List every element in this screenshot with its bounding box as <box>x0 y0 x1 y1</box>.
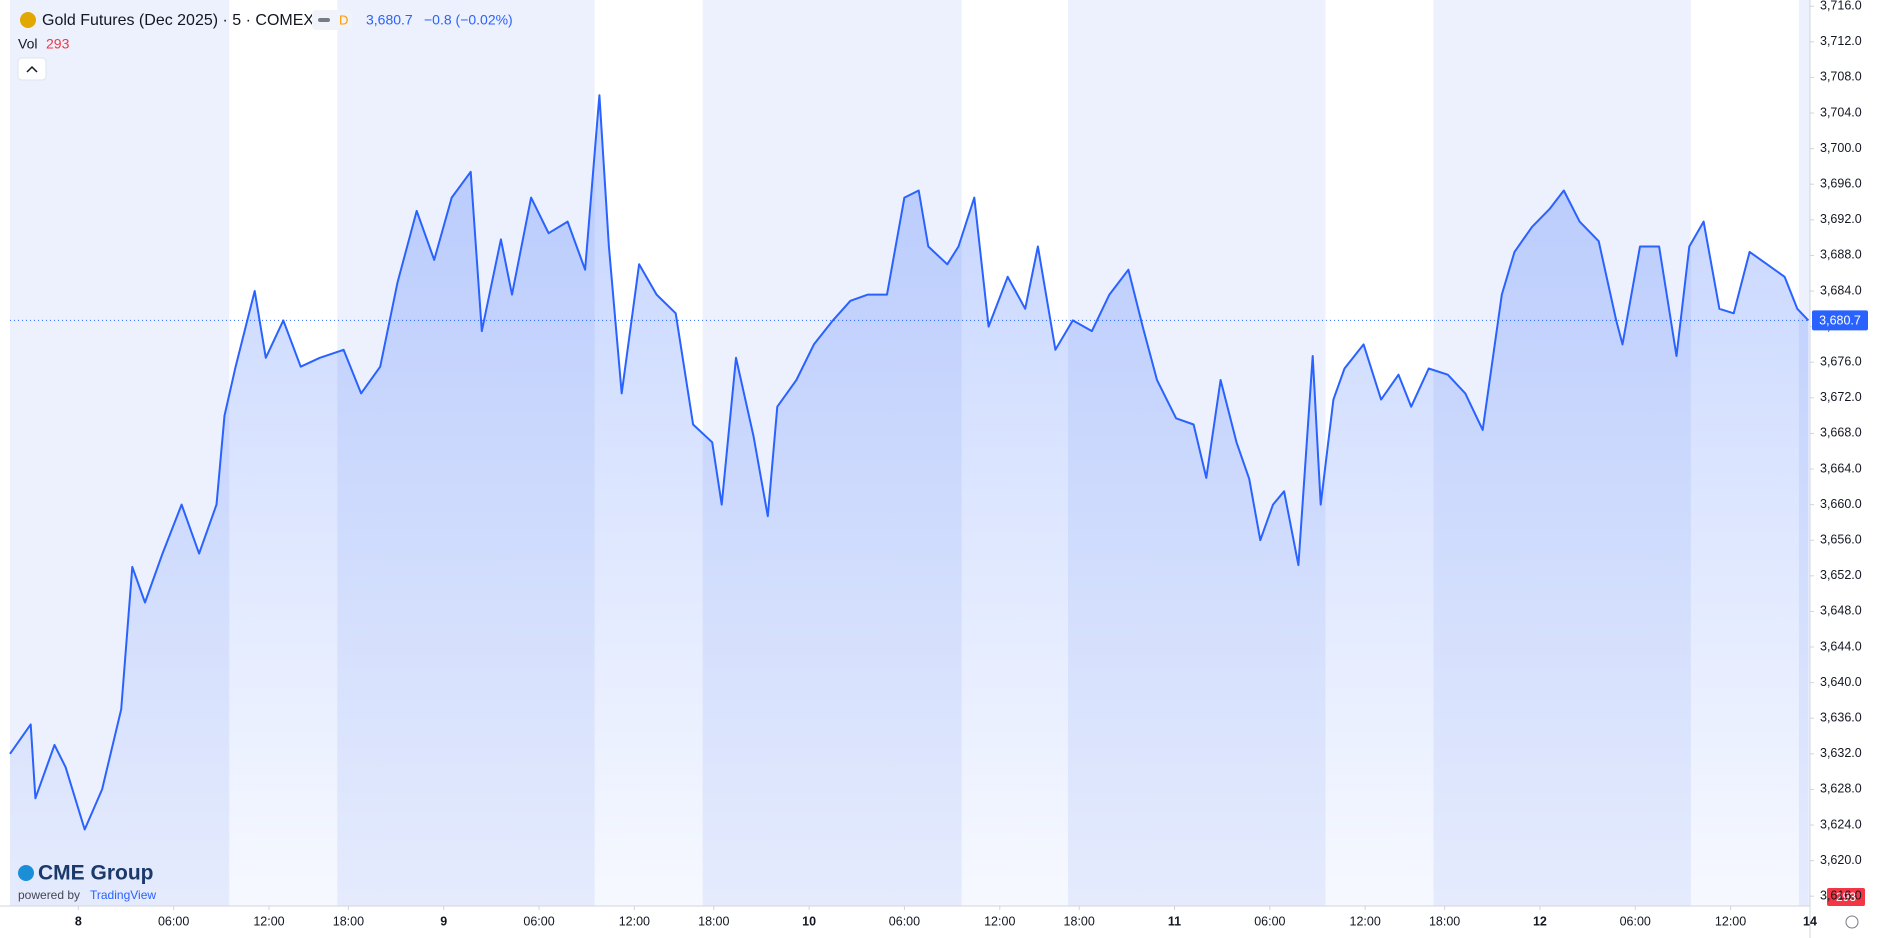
price-line <box>9 94 1810 831</box>
y-tick-label: 3,620.0 <box>1820 853 1862 867</box>
collapse-icon <box>26 65 38 73</box>
y-tick-label: 3,648.0 <box>1820 604 1862 618</box>
x-tick-label: 06:00 <box>1620 914 1651 928</box>
y-tick-label: 3,712.0 <box>1820 34 1862 48</box>
y-tick-label: 3,660.0 <box>1820 497 1862 511</box>
x-tick-label: 12:00 <box>253 914 284 928</box>
vol-value: 293 <box>46 36 70 52</box>
y-tick-label: 3,632.0 <box>1820 746 1862 760</box>
x-tick-label: 06:00 <box>1254 914 1285 928</box>
y-tick-label: 3,668.0 <box>1820 426 1862 440</box>
x-tick-label: 06:00 <box>158 914 189 928</box>
x-tick-label: 12:00 <box>1715 914 1746 928</box>
x-tick-label: 18:00 <box>698 914 729 928</box>
volume-tag <box>1827 888 1865 906</box>
x-tick-label: 14 <box>1803 914 1817 928</box>
volume-tag-label: 293 <box>1836 890 1856 904</box>
y-tick-label: 3,628.0 <box>1820 782 1862 796</box>
y-tick-label: 3,636.0 <box>1820 711 1862 725</box>
x-tick-label: 12:00 <box>619 914 650 928</box>
symbol-icon <box>20 12 36 28</box>
x-tick-label: 18:00 <box>1429 914 1460 928</box>
x-tick-label: 06:00 <box>889 914 920 928</box>
x-tick-label: 12:00 <box>1350 914 1381 928</box>
y-tick-label: 3,644.0 <box>1820 639 1862 653</box>
x-tick-label: 8 <box>75 914 82 928</box>
y-tick-label: 3,664.0 <box>1820 461 1862 475</box>
badge-bg <box>312 10 352 30</box>
x-tick-label: 06:00 <box>523 914 554 928</box>
x-tick-label: 9 <box>440 914 447 928</box>
y-tick-label: 3,672.0 <box>1820 390 1862 404</box>
y-tick-label: 3,684.0 <box>1820 283 1862 297</box>
y-tick-label: 3,676.0 <box>1820 355 1862 369</box>
badge: D <box>339 12 348 27</box>
y-tick-label: 3,696.0 <box>1820 177 1862 191</box>
powered-by: powered by <box>18 888 80 902</box>
x-tick-label: 12 <box>1533 914 1547 928</box>
y-tick-label: 3,716.0 <box>1820 0 1862 13</box>
y-tick-label: 3,704.0 <box>1820 105 1862 119</box>
y-tick-label: 3,652.0 <box>1820 568 1862 582</box>
x-tick-label: 12:00 <box>984 914 1015 928</box>
badge-dash <box>318 18 330 22</box>
y-tick-label: 3,692.0 <box>1820 212 1862 226</box>
last-price: 3,680.7 <box>366 12 413 28</box>
y-tick-label: 3,688.0 <box>1820 248 1862 262</box>
last-price-tag <box>1812 310 1868 331</box>
logo-globe <box>18 865 34 881</box>
brand: TradingView <box>90 888 156 902</box>
vol-label: Vol <box>18 36 37 52</box>
last-price-tag-label: 3,680.7 <box>1819 314 1861 328</box>
settings-icon[interactable] <box>1845 915 1859 929</box>
x-tick-label: 10 <box>802 914 816 928</box>
x-tick-label: 18:00 <box>333 914 364 928</box>
y-tick-label: 3,624.0 <box>1820 817 1862 831</box>
x-tick-label: 11 <box>1168 914 1181 928</box>
logo: CME Group <box>38 862 154 885</box>
y-tick-label: 3,700.0 <box>1820 141 1862 155</box>
y-tick-label: 3,640.0 <box>1820 675 1862 689</box>
x-tick-label: 18:00 <box>1064 914 1095 928</box>
y-tick-label: 3,616.0 <box>1820 889 1862 903</box>
symbol-title: Gold Futures (Dec 2025) · 5 · COMEX <box>42 12 314 29</box>
collapse-button[interactable] <box>17 57 47 81</box>
price-area <box>10 95 1809 906</box>
y-tick-label: 3,656.0 <box>1820 533 1862 547</box>
y-tick-label: 3,708.0 <box>1820 70 1862 84</box>
price-change: −0.8 (−0.02%) <box>424 12 513 28</box>
